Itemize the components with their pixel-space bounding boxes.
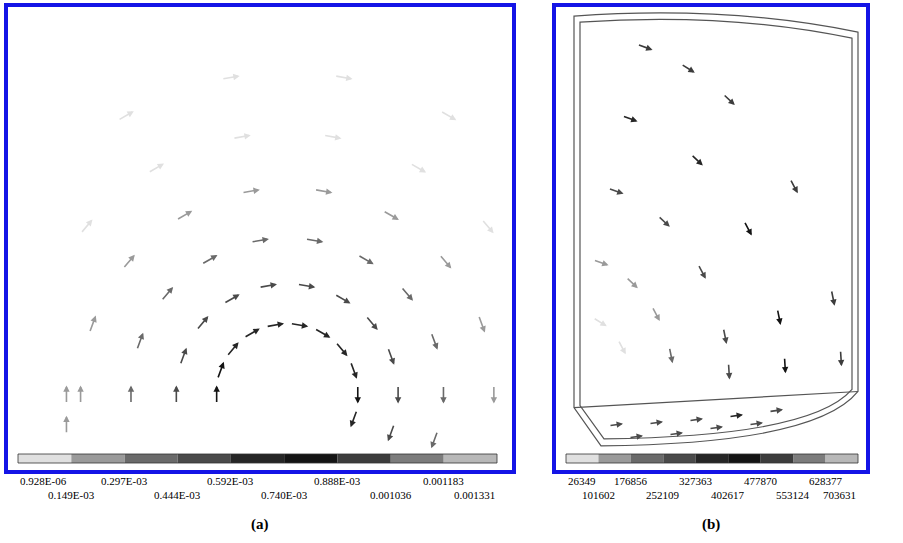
- svg-text:252109: 252109: [646, 489, 680, 501]
- svg-text:101602: 101602: [582, 489, 615, 501]
- svg-text:0.740E-03: 0.740E-03: [261, 489, 308, 501]
- svg-text:553124: 553124: [776, 489, 810, 501]
- svg-text:0.444E-03: 0.444E-03: [154, 489, 201, 501]
- svg-text:703631: 703631: [823, 489, 856, 501]
- svg-text:0.928E-06: 0.928E-06: [20, 475, 67, 487]
- svg-text:0.001036: 0.001036: [370, 489, 412, 501]
- svg-text:26349: 26349: [568, 475, 596, 487]
- svg-text:402617: 402617: [711, 489, 745, 501]
- svg-text:0.297E-03: 0.297E-03: [101, 475, 148, 487]
- svg-text:0.001183: 0.001183: [423, 475, 464, 487]
- svg-text:(a): (a): [251, 516, 269, 533]
- svg-text:628377: 628377: [809, 475, 843, 487]
- svg-text:0.592E-03: 0.592E-03: [207, 475, 254, 487]
- svg-text:(b): (b): [702, 516, 720, 533]
- svg-text:327363: 327363: [679, 475, 713, 487]
- svg-text:0.001331: 0.001331: [454, 489, 495, 501]
- svg-text:0.888E-03: 0.888E-03: [314, 475, 361, 487]
- svg-text:0.149E-03: 0.149E-03: [48, 489, 95, 501]
- svg-text:477870: 477870: [744, 475, 778, 487]
- svg-text:176856: 176856: [614, 475, 648, 487]
